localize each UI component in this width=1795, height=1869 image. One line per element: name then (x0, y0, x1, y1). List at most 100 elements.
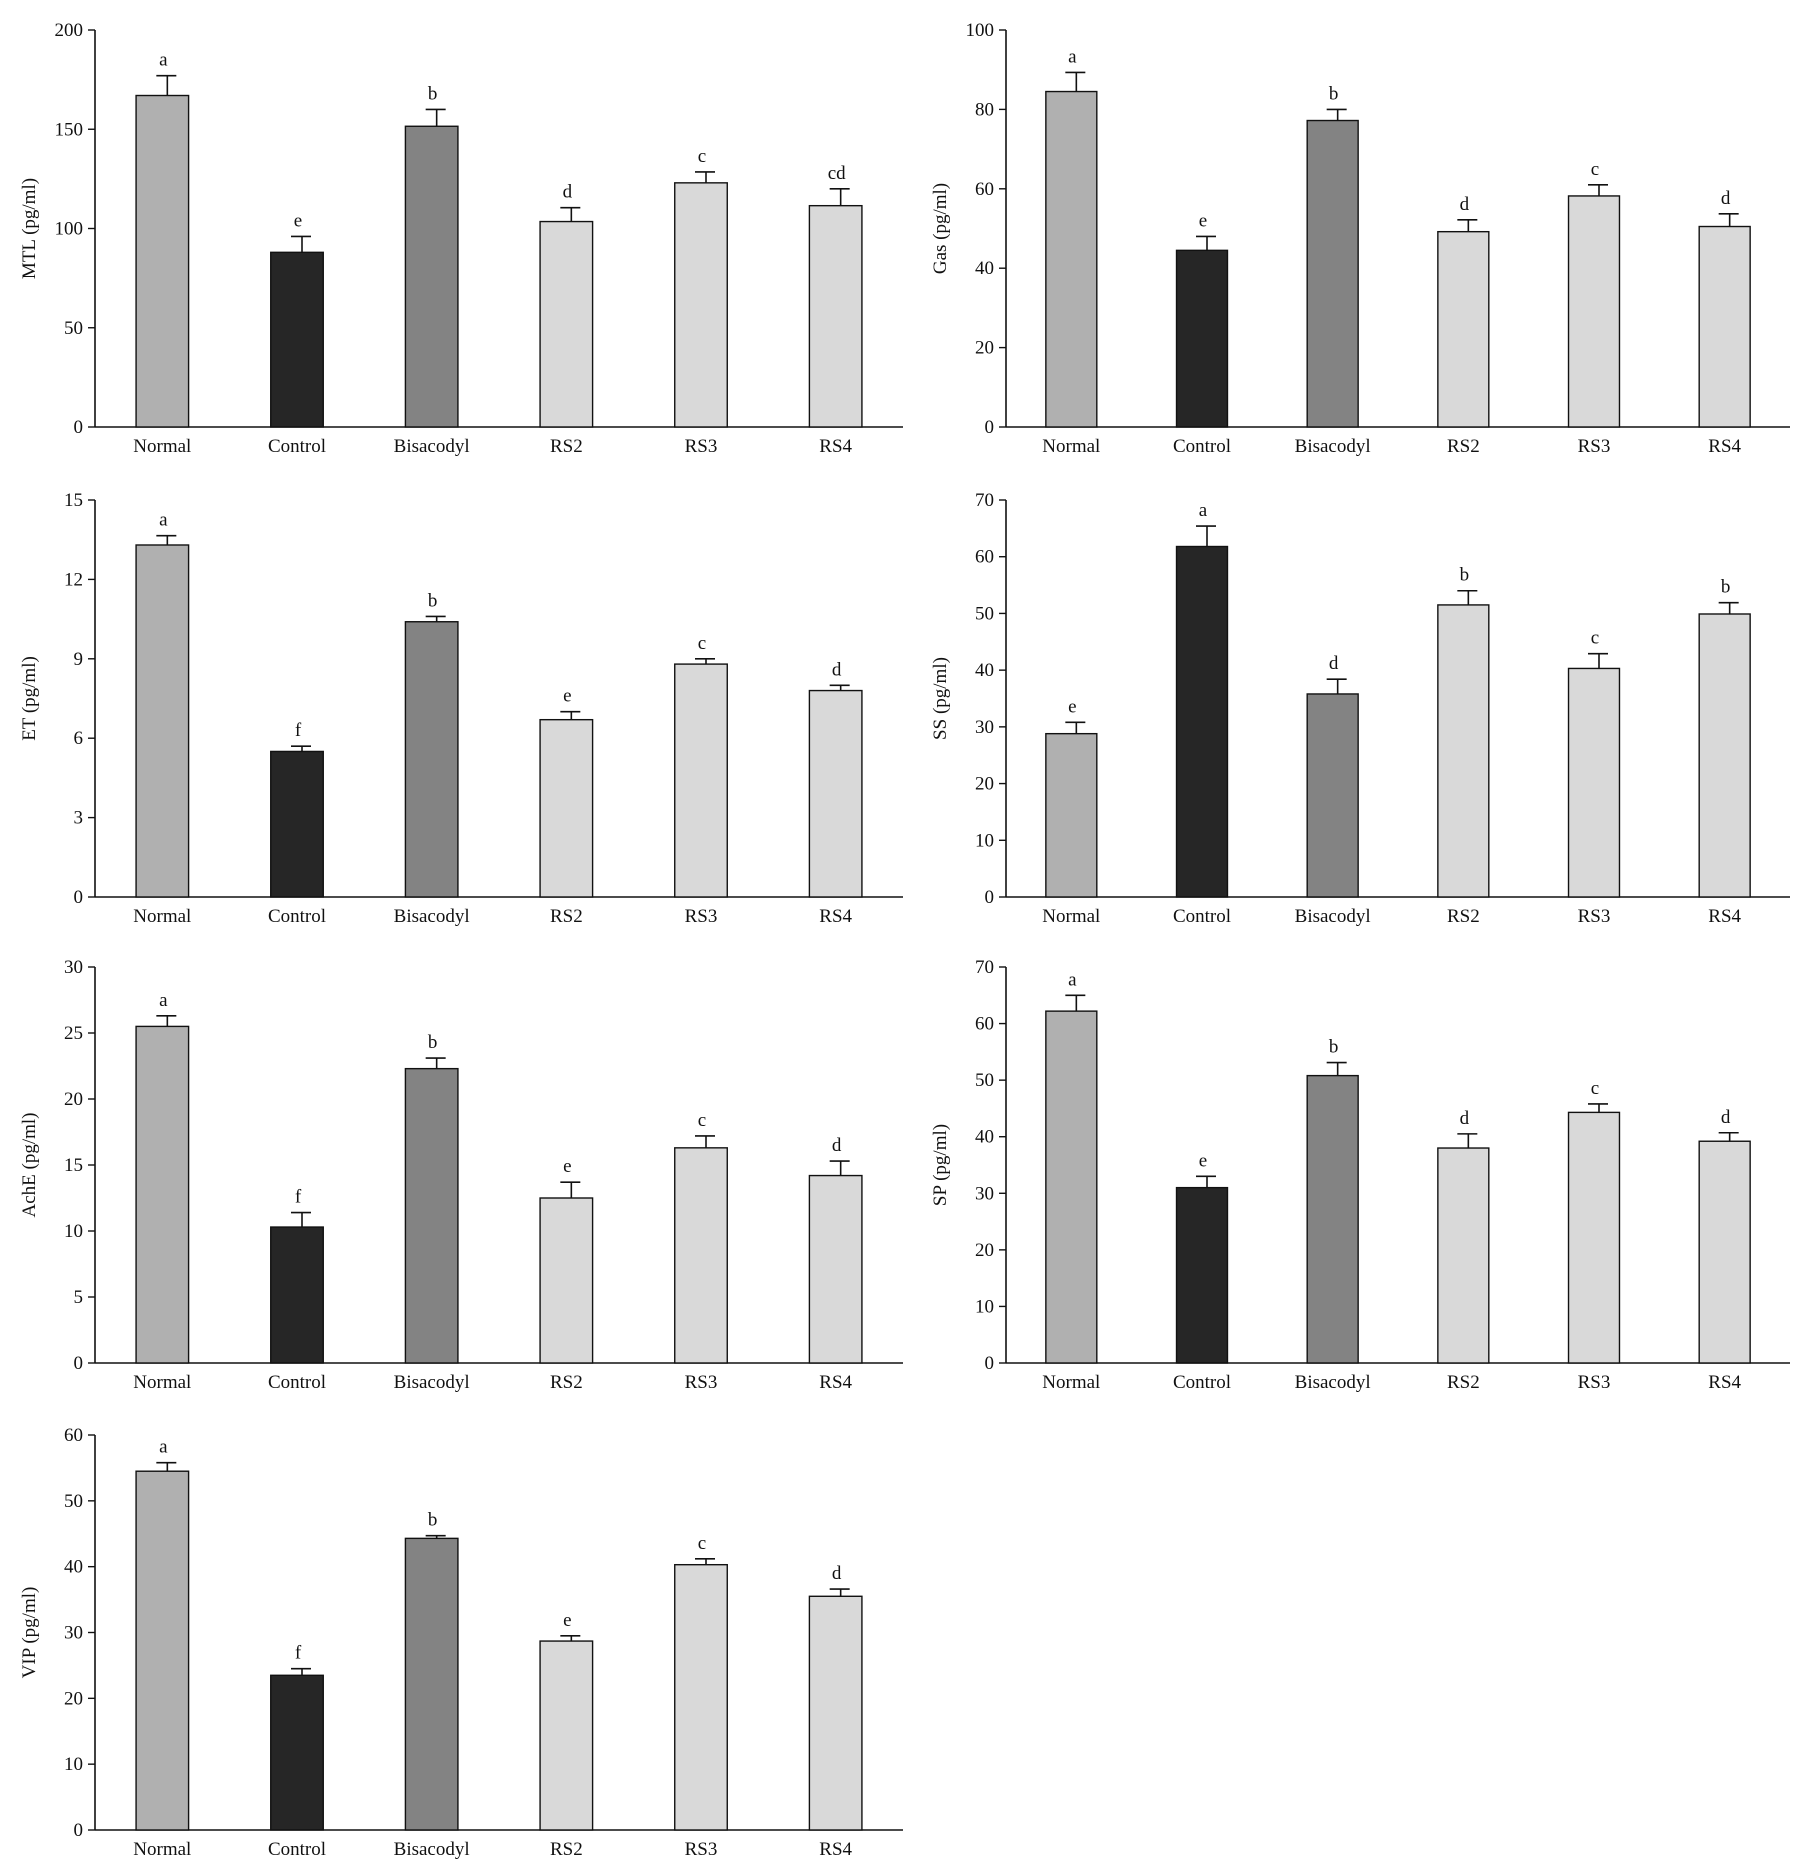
y-tick-label: 15 (64, 490, 83, 511)
bar-rs3 (674, 663, 728, 898)
y-tick-label: 20 (975, 338, 994, 359)
significance-label: c (698, 146, 706, 167)
x-tick-label: Bisacodyl (394, 1839, 470, 1860)
significance-label: e (1199, 210, 1207, 231)
x-tick-label: Control (268, 1372, 326, 1393)
significance-label: e (563, 1156, 571, 1177)
significance-label: c (698, 1533, 706, 1554)
significance-label: e (563, 686, 571, 707)
significance-label: b (1329, 83, 1339, 104)
bar-control (270, 1674, 324, 1831)
x-tick-label: Control (268, 1839, 326, 1860)
x-tick-label: RS2 (550, 1372, 583, 1393)
significance-label: c (698, 1110, 706, 1131)
significance-label: d (1460, 194, 1470, 215)
y-tick-label: 20 (64, 1089, 83, 1110)
y-tick-label: 40 (64, 1557, 83, 1578)
significance-label: a (159, 50, 168, 71)
significance-label: a (159, 510, 168, 531)
x-tick-label: RS4 (819, 906, 852, 927)
x-tick-label: Normal (133, 436, 191, 457)
y-tick-label: 50 (64, 1491, 83, 1512)
bar-rs4 (808, 1595, 863, 1831)
significance-label: e (1068, 696, 1076, 717)
chart-panel-3: 0 3 6 9 12 15 ET (pg/ml) a Normal f Control b Bisaco… (19, 490, 903, 927)
y-tick-label: 5 (74, 1287, 84, 1308)
bar-bisacodyl (404, 621, 459, 898)
y-tick-label: 0 (74, 1353, 84, 1374)
bar-control (270, 251, 324, 428)
y-tick-label: 40 (975, 258, 994, 279)
bar-control (270, 1226, 324, 1364)
x-tick-label: RS2 (550, 436, 583, 457)
bar-bisacodyl (404, 125, 459, 428)
x-tick-label: RS4 (819, 1372, 852, 1393)
bar-control (270, 750, 324, 898)
x-tick-label: Control (1173, 436, 1231, 457)
y-tick-label: 0 (74, 417, 84, 438)
x-tick-label: Normal (1042, 906, 1100, 927)
x-tick-label: RS2 (550, 1839, 583, 1860)
y-tick-label: 15 (64, 1155, 83, 1176)
y-tick-label: 40 (975, 660, 994, 681)
y-tick-label: 60 (975, 547, 994, 568)
x-tick-label: RS4 (819, 1839, 852, 1860)
bar-rs3 (674, 1563, 728, 1831)
x-tick-label: RS3 (1578, 436, 1611, 457)
y-tick-label: 50 (975, 1070, 994, 1091)
bar-rs4 (808, 689, 863, 898)
x-tick-label: RS2 (1447, 906, 1480, 927)
significance-label: d (1329, 653, 1339, 674)
bar-rs4 (1698, 613, 1751, 898)
bar-normal (1045, 1010, 1098, 1364)
bar-rs4 (1698, 225, 1751, 428)
x-tick-label: Bisacodyl (394, 436, 470, 457)
x-tick-label: RS2 (550, 906, 583, 927)
bar-rs4 (808, 1174, 863, 1364)
significance-label: e (563, 1610, 571, 1631)
x-tick-label: Normal (1042, 1372, 1100, 1393)
y-tick-label: 0 (74, 1820, 84, 1841)
y-axis-label: SS (pg/ml) (930, 657, 951, 740)
chart-panel-1: 0 50 100 150 200 MTL (pg/ml) a Normal e Control b B… (19, 20, 903, 457)
y-tick-label: 100 (55, 219, 84, 240)
x-tick-label: Bisacodyl (394, 1372, 470, 1393)
bar-rs3 (674, 182, 728, 428)
y-tick-label: 25 (64, 1023, 83, 1044)
y-axis-label: MTL (pg/ml) (19, 178, 40, 279)
bar-normal (135, 544, 190, 898)
y-tick-label: 20 (975, 774, 994, 795)
bar-bisacodyl (1306, 119, 1359, 428)
y-tick-label: 20 (975, 1240, 994, 1261)
significance-label: e (1199, 1150, 1207, 1171)
bar-bisacodyl (1306, 693, 1359, 898)
y-tick-label: 0 (985, 1353, 995, 1374)
bar-rs3 (1567, 1111, 1621, 1364)
x-tick-label: RS3 (1578, 1372, 1611, 1393)
x-tick-label: Bisacodyl (1295, 436, 1371, 457)
significance-label: c (1591, 159, 1599, 180)
bar-rs2 (539, 1197, 594, 1364)
bar-normal (135, 94, 190, 428)
y-tick-label: 0 (985, 887, 995, 908)
significance-label: b (428, 83, 438, 104)
y-tick-label: 9 (74, 649, 84, 670)
y-tick-label: 30 (975, 717, 994, 738)
significance-label: b (428, 590, 438, 611)
bar-rs2 (539, 220, 594, 428)
significance-label: b (428, 1510, 438, 1531)
y-tick-label: 10 (64, 1221, 83, 1242)
y-tick-label: 0 (74, 887, 84, 908)
y-axis-label: Gas (pg/ml) (930, 183, 951, 274)
significance-label: a (1199, 500, 1208, 521)
bar-rs2 (539, 1640, 594, 1831)
chart-panel-4: 0 10 20 30 40 50 60 70 SS (pg/ml) e Normal a Control… (930, 490, 1790, 927)
significance-label: b (1460, 565, 1470, 586)
bar-normal (1045, 732, 1098, 898)
x-tick-label: RS3 (685, 1372, 718, 1393)
y-tick-label: 60 (975, 179, 994, 200)
significance-label: e (294, 210, 302, 231)
x-tick-label: Control (1173, 906, 1231, 927)
significance-label: b (1329, 1037, 1339, 1058)
